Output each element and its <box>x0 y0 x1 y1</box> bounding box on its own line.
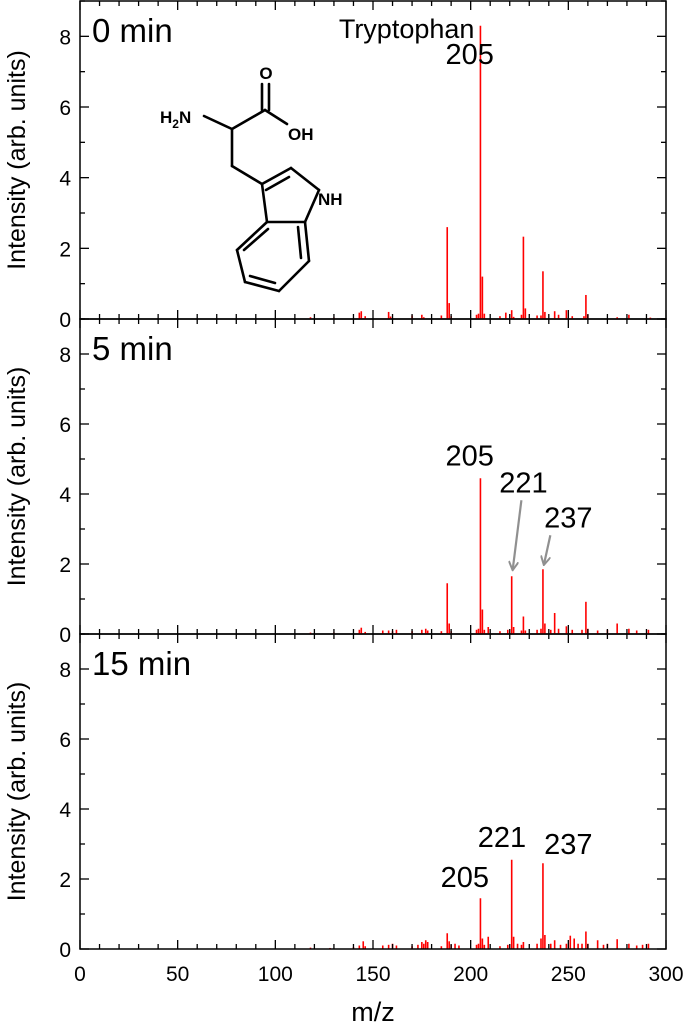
peak-label: 205 <box>441 862 489 894</box>
x-tick-label: 50 <box>166 963 189 986</box>
y-tick-label: 0 <box>59 309 71 332</box>
peak-label: 237 <box>544 502 592 534</box>
panel-label: 15 min <box>92 645 191 682</box>
amine-subscript: 2 <box>172 117 179 131</box>
y-tick-label: 8 <box>59 344 71 367</box>
panel-label: 5 min <box>92 330 173 367</box>
y-tick-label: 6 <box>59 414 71 437</box>
y-tick-label: 4 <box>59 484 71 507</box>
x-tick-label: 300 <box>648 963 683 986</box>
spectrum-panel-2: 0 2 4 6 8 Intensity (arb. units) 5 min 20522123… <box>3 318 667 647</box>
y-axis-label: Intensity (arb. units) <box>3 682 31 902</box>
y-tick-label: 8 <box>59 26 71 49</box>
y-tick-label: 8 <box>59 659 71 682</box>
tryptophan-structure: O OH NH H2N <box>160 64 343 293</box>
x-tick-label: 100 <box>258 963 293 986</box>
amine-n: N <box>179 108 191 127</box>
peak-label: 221 <box>478 822 526 854</box>
y-tick-label: 2 <box>59 869 71 892</box>
peak-label: 237 <box>544 829 592 861</box>
annotation-arrow <box>513 500 523 570</box>
x-tick-label: 150 <box>355 963 390 986</box>
y-tick-label: 6 <box>59 97 71 120</box>
y-axis-label: Intensity (arb. units) <box>3 50 31 270</box>
peak-label: 221 <box>499 467 547 499</box>
y-tick-label: 0 <box>59 939 71 962</box>
x-axis-label: m/z <box>351 997 395 1027</box>
y-axis-label: Intensity (arb. units) <box>3 367 31 587</box>
panel-label: 0 min <box>92 12 173 49</box>
spectrum-panel-3: 0 2 4 6 8 Intensity (arb. units) 15 min 205 221 2… <box>3 633 667 962</box>
peak-label: 205 <box>445 440 493 472</box>
x-tick-label: 200 <box>453 963 488 986</box>
spectrum-panel-1: 0 2 4 6 8 Intensity (arb. units) 0 min Tryptoph… <box>3 0 667 332</box>
y-tick-label: 0 <box>59 624 71 647</box>
compound-name: Tryptophan <box>339 14 475 44</box>
oxygen-label: O <box>259 64 272 83</box>
y-tick-label: 2 <box>59 238 71 261</box>
y-tick-label: 2 <box>59 554 71 577</box>
hydroxyl-label: OH <box>288 125 314 144</box>
y-tick-label: 4 <box>59 799 71 822</box>
annotation-arrow <box>544 535 552 564</box>
nh-label: NH <box>318 190 343 209</box>
amine-h: H <box>160 108 172 127</box>
x-tick-label: 250 <box>551 963 586 986</box>
y-tick-label: 4 <box>59 168 71 191</box>
y-tick-label: 6 <box>59 729 71 752</box>
amine-label: H2N <box>160 108 191 131</box>
x-tick-label: 0 <box>74 963 86 986</box>
peak-label: 205 <box>445 39 493 71</box>
